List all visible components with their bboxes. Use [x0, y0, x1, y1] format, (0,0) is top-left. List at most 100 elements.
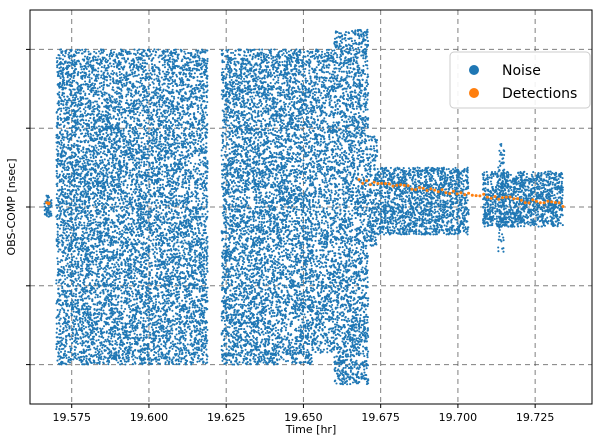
noise-point	[134, 199, 137, 202]
noise-point	[166, 89, 169, 93]
noise-point	[157, 201, 160, 205]
noise-point	[203, 306, 206, 309]
noise-point	[125, 242, 128, 245]
noise-point	[181, 82, 184, 85]
noise-point	[155, 213, 158, 216]
noise-point	[146, 150, 149, 153]
noise-point	[193, 286, 196, 289]
noise-point	[59, 224, 62, 227]
noise-point	[138, 191, 141, 194]
noise-point	[99, 196, 102, 199]
noise-point	[148, 274, 152, 277]
noise-point	[149, 123, 152, 126]
noise-point	[61, 73, 64, 76]
noise-point	[123, 268, 127, 271]
noise-point	[62, 86, 65, 89]
noise-point	[206, 240, 209, 243]
noise-point	[46, 198, 49, 201]
noise-point	[112, 115, 115, 118]
noise-point	[115, 80, 118, 83]
noise-point	[91, 128, 94, 131]
noise-point	[166, 260, 169, 263]
noise-point	[55, 302, 58, 305]
noise-point	[191, 69, 194, 72]
noise-point	[195, 346, 199, 349]
noise-point	[154, 298, 157, 301]
noise-point	[192, 233, 195, 236]
noise-point	[118, 274, 121, 278]
noise-point	[56, 327, 59, 330]
noise-point	[57, 104, 61, 107]
noise-point	[160, 318, 163, 321]
noise-point	[122, 161, 125, 164]
noise-point	[131, 212, 134, 215]
noise-point	[141, 59, 145, 62]
noise-point	[144, 124, 147, 127]
noise-point	[190, 72, 193, 75]
noise-point	[102, 325, 106, 328]
noise-point	[67, 227, 70, 230]
noise-point	[188, 302, 191, 305]
noise-point	[141, 176, 144, 179]
noise-point	[155, 227, 158, 230]
noise-point	[170, 224, 173, 227]
noise-point	[186, 278, 189, 281]
noise-point	[196, 143, 199, 146]
noise-point	[155, 248, 158, 251]
noise-point	[136, 291, 139, 294]
noise-point	[142, 215, 145, 219]
noise-point	[55, 148, 58, 151]
noise-point	[105, 281, 108, 284]
noise-point	[107, 229, 110, 232]
noise-point	[112, 89, 115, 92]
noise-point	[205, 358, 208, 361]
noise-point	[105, 313, 108, 316]
noise-point	[45, 206, 49, 209]
noise-point	[91, 285, 94, 288]
noise-point	[180, 195, 183, 198]
noise-point	[122, 129, 125, 132]
noise-point	[66, 271, 69, 274]
noise-point	[98, 360, 101, 363]
noise-point	[196, 266, 199, 269]
noise-point	[111, 262, 114, 265]
noise-point	[88, 353, 91, 356]
noise-point	[105, 323, 108, 326]
noise-point	[137, 92, 140, 95]
noise-point	[174, 349, 178, 352]
noise-point	[182, 236, 185, 239]
noise-point	[192, 138, 195, 141]
noise-point	[66, 165, 69, 168]
noise-point	[147, 85, 150, 88]
noise-point	[109, 78, 112, 81]
noise-point	[165, 215, 168, 218]
noise-point	[59, 66, 63, 69]
noise-point	[74, 298, 77, 302]
noise-point	[196, 75, 199, 78]
noise-point	[197, 224, 200, 227]
noise-point	[133, 332, 136, 335]
noise-point	[178, 356, 181, 359]
noise-point	[100, 81, 103, 84]
noise-point	[177, 184, 180, 187]
noise-point	[124, 363, 127, 366]
noise-point	[175, 333, 178, 336]
noise-point	[62, 237, 65, 240]
noise-point	[137, 61, 140, 64]
noise-point	[65, 354, 68, 357]
noise-point	[115, 90, 118, 93]
noise-point	[176, 187, 179, 190]
noise-point	[129, 171, 132, 174]
noise-point	[61, 53, 65, 57]
noise-point	[93, 330, 96, 333]
noise-point	[126, 58, 129, 61]
noise-point	[66, 95, 69, 98]
noise-point	[114, 241, 117, 244]
noise-point	[145, 292, 148, 295]
noise-point	[145, 302, 148, 305]
noise-point	[193, 306, 196, 309]
noise-point	[196, 327, 199, 330]
noise-point	[163, 115, 166, 118]
noise-point	[107, 224, 110, 227]
noise-point	[151, 65, 154, 68]
